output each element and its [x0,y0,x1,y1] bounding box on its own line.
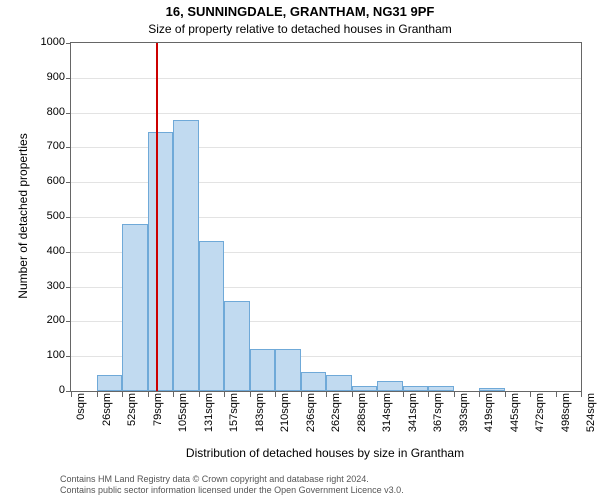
y-tick-label: 300 [25,280,65,292]
chart-container: { "title_main": "16, SUNNINGDALE, GRANTH… [0,0,600,500]
y-tick-label: 400 [25,245,65,257]
x-tick-label: 314sqm [381,393,393,443]
x-tick-label: 0sqm [75,393,87,443]
histogram-bar [352,386,378,391]
histogram-bar [148,132,174,391]
histogram-bar [250,349,276,391]
histogram-bar [479,388,505,391]
x-tick-label: 419sqm [483,393,495,443]
x-tick-label: 445sqm [509,393,521,443]
footer-line1: Contains HM Land Registry data © Crown c… [60,474,404,485]
x-tick-label: 79sqm [152,393,164,443]
x-tick-label: 26sqm [101,393,113,443]
x-tick-label: 210sqm [279,393,291,443]
histogram-bar [428,386,454,391]
footer-line2: Contains public sector information licen… [60,485,404,496]
x-tick-label: 262sqm [330,393,342,443]
x-tick-label: 367sqm [432,393,444,443]
gridline [71,78,581,79]
y-tick-label: 800 [25,106,65,118]
x-tick-label: 157sqm [228,393,240,443]
x-tick-label: 472sqm [534,393,546,443]
y-tick-label: 500 [25,210,65,222]
histogram-bar [301,372,327,391]
histogram-bar [173,120,199,391]
x-tick-label: 341sqm [407,393,419,443]
x-tick-label: 236sqm [305,393,317,443]
x-tick-label: 288sqm [356,393,368,443]
y-tick-label: 100 [25,349,65,361]
y-tick-label: 900 [25,71,65,83]
chart-title: 16, SUNNINGDALE, GRANTHAM, NG31 9PF [0,4,600,19]
gridline [71,113,581,114]
y-tick-label: 700 [25,140,65,152]
histogram-bar [224,301,250,391]
y-tick-label: 600 [25,175,65,187]
histogram-bar [403,386,429,391]
y-tick-label: 0 [25,384,65,396]
x-tick-label: 183sqm [254,393,266,443]
x-tick-label: 393sqm [458,393,470,443]
marker-line [156,43,158,391]
histogram-bar [122,224,148,391]
histogram-bar [199,241,225,391]
x-axis-label: Distribution of detached houses by size … [70,446,580,460]
chart-subtitle: Size of property relative to detached ho… [0,22,600,36]
x-tick-label: 498sqm [560,393,572,443]
y-tick-label: 1000 [25,36,65,48]
histogram-bar [275,349,301,391]
x-tick-label: 105sqm [177,393,189,443]
footer: Contains HM Land Registry data © Crown c… [60,474,404,496]
y-tick-label: 200 [25,314,65,326]
histogram-bar [377,381,403,391]
histogram-bar [97,375,123,391]
histogram-bar [326,375,352,391]
plot-area: 010020030040050060070080090010000sqm26sq… [70,42,582,392]
x-tick-label: 131sqm [203,393,215,443]
x-tick-label: 524sqm [585,393,597,443]
x-tick-label: 52sqm [126,393,138,443]
